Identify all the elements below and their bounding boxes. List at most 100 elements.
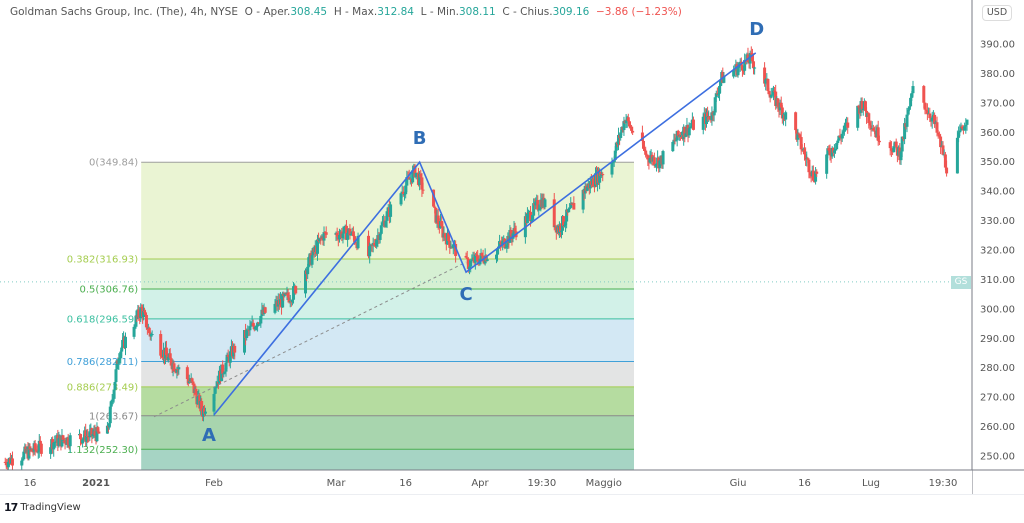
candle-body	[404, 185, 408, 195]
candle-body	[480, 253, 484, 257]
candle-body	[454, 243, 458, 256]
candle-body	[96, 427, 100, 432]
price-tick-label: 340.00	[980, 187, 1015, 198]
candle-body	[143, 311, 147, 313]
candle-body	[907, 106, 911, 110]
candle-body	[185, 367, 189, 380]
candle-body	[202, 408, 206, 414]
candle-body	[149, 334, 153, 337]
candle-body	[114, 369, 118, 382]
candle-body	[27, 446, 31, 459]
candle-body	[448, 240, 452, 248]
candle-body	[496, 248, 500, 255]
candle-body	[626, 117, 630, 122]
candle-body	[642, 140, 645, 149]
candle-body	[177, 367, 181, 370]
candle-body	[892, 146, 896, 153]
candle-body	[222, 373, 226, 375]
fib-band	[141, 259, 634, 289]
candle-body	[776, 98, 780, 107]
candle-body	[495, 254, 498, 260]
candle-body	[144, 314, 148, 328]
candle-body	[869, 125, 873, 130]
branding-text: TradingView	[20, 502, 81, 513]
candle-body	[111, 398, 115, 401]
candle-body	[117, 358, 121, 364]
candle-body	[815, 171, 819, 174]
candle-body	[559, 230, 563, 232]
candle-body	[532, 203, 536, 216]
candle-body	[538, 208, 542, 210]
candle-body	[900, 136, 904, 152]
candle-body	[963, 126, 967, 131]
candle-body	[736, 67, 740, 76]
candle-body	[499, 242, 503, 244]
candle-body	[213, 388, 217, 394]
candle-body	[28, 446, 32, 451]
candle-body	[434, 207, 438, 223]
candle-body	[485, 259, 489, 262]
candle-body	[109, 401, 113, 407]
candle-body	[214, 386, 218, 389]
candle-body	[804, 154, 808, 160]
candle-body	[924, 109, 928, 111]
fib-band	[141, 318, 634, 362]
candle-body	[54, 441, 58, 443]
candle-body	[348, 228, 352, 236]
candle-body	[871, 128, 875, 131]
candle-body	[418, 173, 422, 185]
candle-body	[959, 126, 963, 131]
candle-body	[509, 229, 513, 236]
candle-body	[224, 362, 228, 372]
candle-body	[287, 297, 291, 303]
candle-body	[770, 94, 774, 96]
candle-body	[928, 113, 932, 119]
candle-body	[960, 126, 964, 129]
candle-body	[945, 167, 949, 174]
candle-body	[200, 400, 204, 411]
candle-body	[20, 460, 24, 466]
legend-header: Goldman Sachs Group, Inc. (The), 4h, NYS…	[10, 6, 682, 18]
candle-body	[504, 247, 508, 249]
candle-body	[612, 160, 616, 163]
candle-body	[617, 134, 621, 145]
change-value: −3.86 (−1.23%)	[596, 6, 682, 18]
fib-band	[141, 386, 634, 416]
candle-body	[464, 255, 468, 258]
candle-body	[286, 292, 290, 298]
candle-body	[473, 254, 477, 263]
candle-body	[225, 354, 229, 363]
price-tick-label: 280.00	[980, 363, 1015, 374]
candle-body	[95, 427, 99, 442]
candle-body	[836, 140, 840, 144]
candle-body	[925, 110, 929, 114]
candle-body	[558, 225, 562, 232]
candle-body	[22, 451, 26, 460]
candle-body	[139, 307, 143, 319]
tradingview-logo[interactable]: 𝟭𝟳 TradingView	[4, 501, 81, 514]
candle-body	[251, 322, 255, 327]
candle-body	[226, 354, 230, 357]
candle-body	[567, 208, 571, 213]
candle-body	[592, 186, 596, 188]
pattern-point-label-d: D	[749, 19, 764, 40]
candle-body	[811, 170, 815, 181]
candle-body	[713, 97, 717, 113]
price-tick-label: 380.00	[980, 69, 1015, 80]
candle-body	[903, 123, 907, 140]
candle-body	[752, 61, 756, 69]
candle-body	[124, 336, 127, 349]
price-axis	[972, 0, 1024, 494]
fib-level-label: 1.132(252.30)	[67, 445, 139, 456]
candle-body	[797, 133, 801, 135]
candle-body	[110, 400, 114, 402]
price-tick-label: 300.00	[980, 304, 1015, 315]
candle-body	[118, 358, 122, 360]
candle-body	[653, 164, 657, 166]
candle-body	[254, 326, 258, 328]
currency-button[interactable]: USD	[982, 5, 1012, 21]
candle-body	[401, 191, 405, 195]
candle-body	[440, 221, 444, 227]
candle-body	[799, 137, 803, 150]
